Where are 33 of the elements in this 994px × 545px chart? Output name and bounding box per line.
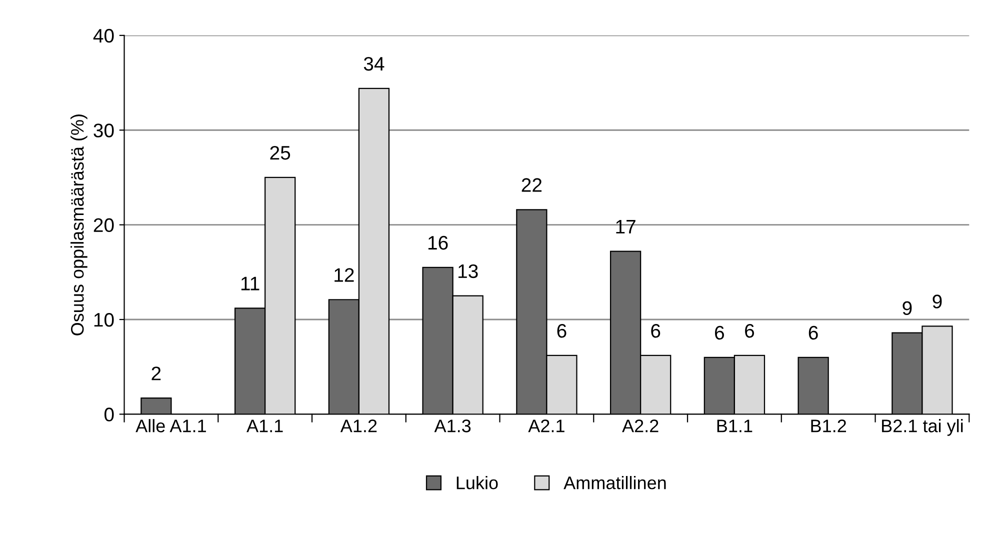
data-label: 6 <box>557 324 566 338</box>
legend-label: Lukio <box>456 476 498 490</box>
legend-label: Ammatillinen <box>564 476 666 490</box>
x-tick-label: Alle A1.1 <box>136 419 206 432</box>
data-label: 16 <box>428 236 448 250</box>
data-label: 17 <box>616 220 636 234</box>
data-label: 6 <box>808 326 818 340</box>
y-tick-label: 10 <box>94 312 114 327</box>
x-tick-label: B1.1 <box>717 420 752 432</box>
data-label: 2 <box>152 366 161 380</box>
y-tick-label: 30 <box>94 124 114 138</box>
data-label: 9 <box>902 301 912 316</box>
data-label: 22 <box>522 178 542 192</box>
y-tick-label: 0 <box>104 408 114 422</box>
data-label: 6 <box>651 324 660 338</box>
data-label: 25 <box>270 146 290 160</box>
x-tick-label: A2.2 <box>622 420 658 432</box>
x-tick-label: B1.2 <box>811 420 846 432</box>
data-label: 11 <box>241 276 260 290</box>
data-label: 6 <box>745 324 754 338</box>
x-tick-label: B2.1 tai yli <box>882 419 963 436</box>
x-tick-label: A2.1 <box>528 420 564 432</box>
data-label: 6 <box>715 326 724 340</box>
data-label: 34 <box>364 56 384 71</box>
y-tick-label: 20 <box>94 218 114 232</box>
data-label: 12 <box>334 268 354 282</box>
x-tick-label: A1.3 <box>434 420 471 432</box>
data-label: 9 <box>932 294 942 308</box>
x-tick-label: A1.1 <box>246 420 283 432</box>
y-axis-title: Osuus oppilasmäärästä (%) <box>70 114 88 336</box>
y-tick-label: 40 <box>93 28 114 43</box>
data-label: 13 <box>458 264 478 278</box>
x-tick-label: A1.2 <box>340 420 377 432</box>
